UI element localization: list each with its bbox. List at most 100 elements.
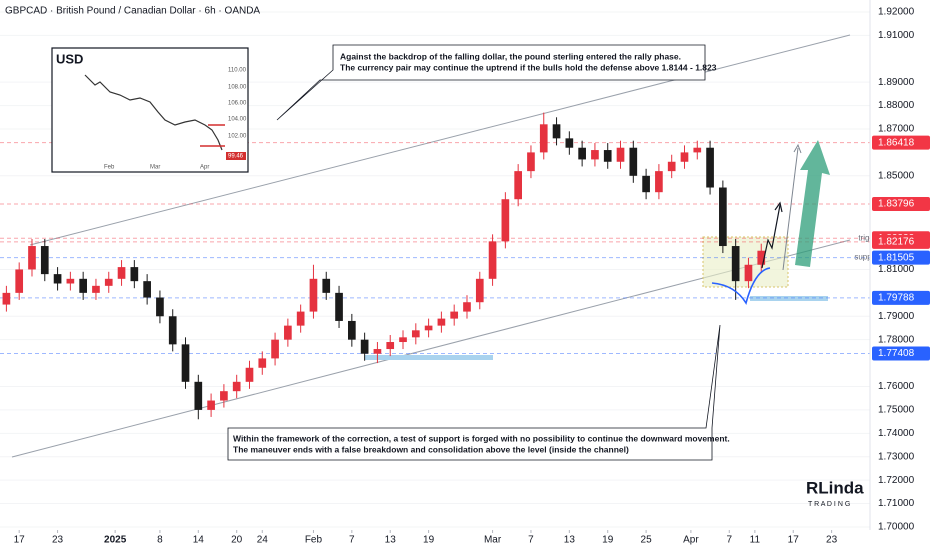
scenario-curve: [711, 267, 771, 305]
candle-body: [335, 292, 343, 321]
inset-month: Feb: [104, 165, 115, 171]
candle-body: [501, 199, 510, 242]
candle-body: [348, 320, 356, 340]
inset-label: 106.00: [228, 101, 247, 107]
y-tick-label: 1.75000: [878, 405, 915, 416]
candle-body: [731, 246, 740, 282]
x-tick-label: 20: [231, 535, 243, 546]
price-label-bg: [872, 234, 930, 249]
candle-body: [258, 358, 267, 368]
candle-body: [693, 147, 702, 153]
price-label: 1.81505: [878, 252, 915, 263]
logo: RLinda: [806, 478, 864, 497]
candle-body: [296, 311, 305, 326]
x-tick-label: 23: [826, 535, 838, 546]
candle-body: [488, 241, 497, 279]
candle-body: [527, 152, 535, 172]
candle-body: [360, 339, 369, 354]
candle-body: [322, 278, 331, 293]
candle-body: [79, 278, 87, 293]
candle-body: [143, 281, 151, 298]
candle-body: [680, 152, 689, 162]
candle-body: [194, 381, 203, 410]
candle-body: [40, 246, 49, 275]
inset-label: 102.00: [228, 134, 247, 140]
y-tick-label: 1.88000: [878, 100, 915, 111]
candle-body: [437, 318, 446, 326]
x-tick-label: 19: [423, 535, 435, 546]
candle-body: [616, 147, 625, 162]
annotation: Against the backdrop of the falling doll…: [340, 51, 681, 61]
x-tick-label: Mar: [484, 535, 502, 546]
x-tick-label: 7: [528, 535, 534, 546]
inset-last-bg: [226, 152, 246, 160]
x-tick-label: 7: [349, 535, 355, 546]
support-zone: [365, 355, 493, 360]
annotation: The maneuver ends with a false breakdown…: [233, 444, 629, 454]
scenario-arrow: [761, 204, 781, 269]
x-tick-label: 13: [385, 535, 397, 546]
x-tick-label: 25: [641, 535, 653, 546]
price-label: 1.79788: [878, 292, 915, 303]
price-label-bg: [872, 290, 930, 305]
price-label-bg: [872, 346, 930, 361]
big-arrow: [795, 140, 830, 267]
inset-line: [84, 74, 223, 151]
target-line: [782, 147, 799, 271]
y-tick-label: 1.78000: [878, 334, 915, 345]
inset-frame: [51, 47, 249, 173]
candle-body: [629, 147, 638, 176]
candle-body: [514, 171, 522, 200]
x-tick-label: 19: [602, 535, 614, 546]
candle-body: [706, 147, 714, 188]
candle-body: [271, 339, 279, 359]
price-label: 1.77408: [878, 348, 915, 359]
price-label: 1.82176: [878, 237, 915, 248]
candle-body: [591, 150, 599, 160]
candle-body: [245, 367, 254, 382]
inset-label: 104.00: [228, 117, 247, 123]
price-label-bg: [872, 250, 930, 265]
candle-body: [757, 250, 766, 265]
candle-body: [232, 381, 241, 392]
inset-last: 99.46: [228, 154, 244, 160]
x-tick-label: 11: [750, 535, 761, 546]
x-tick-label: 7: [726, 535, 732, 546]
poi-zone: [750, 296, 828, 301]
candle-body: [373, 349, 382, 354]
price-label-bg: [872, 135, 930, 150]
x-tick-label: 8: [157, 535, 163, 546]
candle-body: [386, 342, 395, 350]
y-tick-label: 1.74000: [878, 428, 915, 439]
x-tick-label: 23: [52, 535, 64, 546]
candle-body: [2, 292, 11, 305]
x-tick-label: 24: [257, 535, 269, 546]
candle-body: [66, 278, 75, 284]
candle-body: [539, 124, 548, 153]
callout-top: [276, 44, 706, 121]
target-head: [793, 143, 802, 154]
candle-body: [130, 267, 139, 282]
y-tick-label: 1.70000: [878, 522, 915, 533]
candle-body: [450, 311, 459, 319]
x-tick-label: Feb: [305, 535, 323, 546]
candle-body: [424, 325, 433, 331]
candle-body: [655, 171, 663, 193]
y-tick-label: 1.81000: [878, 264, 915, 275]
candle-body: [15, 269, 24, 293]
candle-body: [156, 297, 164, 317]
price-axis: [870, 0, 932, 550]
x-tick-label: 17: [788, 535, 800, 546]
inset-label: 110.00: [228, 68, 247, 74]
candle-body: [411, 330, 420, 338]
candle-body: [92, 285, 100, 293]
y-tick-label: 1.79000: [878, 311, 915, 322]
candle-body: [168, 316, 177, 345]
y-tick-label: 1.91000: [878, 30, 915, 41]
inset-month: Apr: [200, 165, 209, 171]
x-tick-label: 17: [14, 535, 26, 546]
candle-body: [552, 124, 561, 139]
candle-body: [642, 175, 650, 193]
candle-body: [603, 150, 612, 162]
